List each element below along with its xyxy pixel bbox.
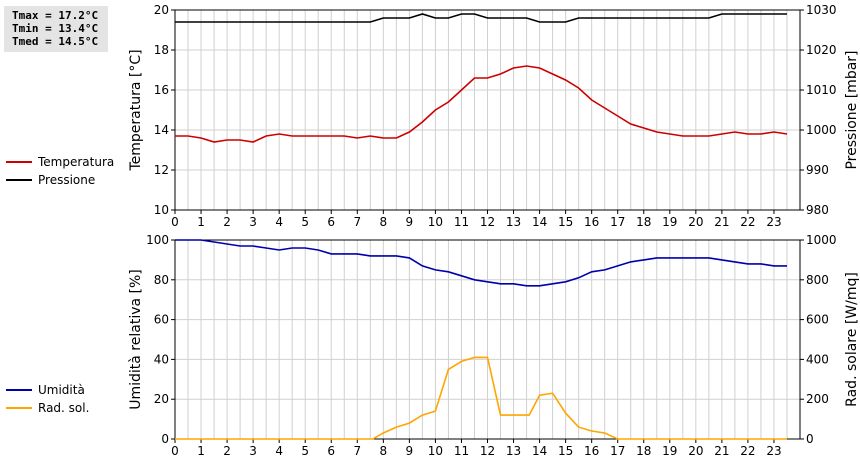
x-tick-label: 15 <box>558 444 573 458</box>
y2-tick-label: 1010 <box>806 83 837 97</box>
x-tick-label: 14 <box>532 444 547 458</box>
x-tick-label: 11 <box>454 215 469 229</box>
y-tick-label: 14 <box>154 123 169 137</box>
legend-item-temperatura: Temperatura <box>6 153 114 171</box>
x-tick-label: 13 <box>506 444 521 458</box>
x-tick-label: 17 <box>610 444 625 458</box>
x-tick-label: 13 <box>506 215 521 229</box>
x-tick-label: 21 <box>714 444 729 458</box>
y-tick-label: 20 <box>154 392 169 406</box>
x-tick-label: 11 <box>454 444 469 458</box>
legend-top: Temperatura Pressione <box>6 153 114 189</box>
series-line-temperatura <box>175 65 788 143</box>
y-tick-label: 20 <box>154 3 169 17</box>
x-tick-label: 9 <box>406 215 414 229</box>
x-tick-label: 23 <box>766 215 781 229</box>
x-tick-label: 15 <box>558 215 573 229</box>
x-tick-label: 10 <box>428 215 443 229</box>
y2-tick-label: 400 <box>806 352 829 366</box>
stat-tmax: Tmax = 17.2°C <box>12 9 99 22</box>
legend-swatch-umidita <box>6 389 32 391</box>
y-tick-label: 40 <box>154 352 169 366</box>
y-tick-label: 80 <box>154 273 169 287</box>
y2-tick-label: 200 <box>806 392 829 406</box>
x-tick-label: 21 <box>714 215 729 229</box>
y2-tick-label: 980 <box>806 203 829 217</box>
y-tick-label: 12 <box>154 163 169 177</box>
y2-tick-label: 800 <box>806 273 829 287</box>
x-tick-label: 7 <box>353 444 361 458</box>
y-tick-label: 18 <box>154 43 169 57</box>
x-tick-label: 3 <box>249 444 257 458</box>
x-tick-label: 1 <box>197 444 205 458</box>
legend-swatch-pressione <box>6 179 32 181</box>
x-tick-label: 7 <box>353 215 361 229</box>
x-tick-label: 19 <box>662 215 677 229</box>
stat-tmin: Tmin = 13.4°C <box>12 22 99 35</box>
legend-bottom: Umidità Rad. sol. <box>6 381 89 417</box>
x-tick-label: 18 <box>636 215 651 229</box>
series-line-umidit <box>175 239 787 287</box>
x-tick-label: 5 <box>301 215 309 229</box>
x-tick-label: 0 <box>171 215 179 229</box>
x-tick-label: 10 <box>428 444 443 458</box>
x-tick-label: 12 <box>480 444 495 458</box>
x-tick-label: 23 <box>766 444 781 458</box>
x-tick-label: 16 <box>584 215 599 229</box>
x-tick-label: 2 <box>223 444 231 458</box>
y2-tick-label: 1030 <box>806 3 837 17</box>
x-tick-label: 14 <box>532 215 547 229</box>
x-tick-label: 0 <box>171 444 179 458</box>
x-tick-label: 22 <box>740 215 755 229</box>
x-tick-label: 8 <box>380 215 388 229</box>
x-tick-label: 4 <box>275 444 283 458</box>
legend-label-temperatura: Temperatura <box>38 155 115 169</box>
x-tick-label: 6 <box>327 215 335 229</box>
legend-swatch-radsol <box>6 407 32 409</box>
x-tick-label: 8 <box>380 444 388 458</box>
x-tick-label: 18 <box>636 444 651 458</box>
legend-item-pressione: Pressione <box>6 171 114 189</box>
x-tick-label: 20 <box>688 444 703 458</box>
y-tick-label: 60 <box>154 313 169 327</box>
legend-swatch-temperatura <box>6 161 32 163</box>
legend-label-pressione: Pressione <box>38 173 96 187</box>
x-tick-label: 1 <box>197 215 205 229</box>
y-axis-label: Umidità relativa [%] <box>128 269 144 410</box>
y-tick-label: 10 <box>154 203 169 217</box>
y2-tick-label: 0 <box>806 432 814 446</box>
series-line-rad-sol <box>175 356 787 440</box>
y-axis-label: Temperatura [°C] <box>128 49 144 171</box>
legend-item-radsol: Rad. sol. <box>6 399 89 417</box>
legend-item-umidita: Umidità <box>6 381 89 399</box>
y2-tick-label: 990 <box>806 163 829 177</box>
y2-tick-label: 1000 <box>806 123 837 137</box>
y2-tick-label: 1000 <box>806 233 837 247</box>
y-tick-label: 100 <box>146 233 169 247</box>
x-tick-label: 3 <box>249 215 257 229</box>
legend-label-umidita: Umidità <box>38 383 85 397</box>
y2-axis-label: Rad. solare [W/mq] <box>844 272 860 407</box>
y2-tick-label: 600 <box>806 313 829 327</box>
x-tick-label: 9 <box>406 444 414 458</box>
series-line-pressione <box>175 13 787 23</box>
x-tick-label: 6 <box>327 444 335 458</box>
y2-tick-label: 1020 <box>806 43 837 57</box>
y2-axis-label: Pressione [mbar] <box>844 50 860 169</box>
x-tick-label: 5 <box>301 444 309 458</box>
x-tick-label: 4 <box>275 215 283 229</box>
x-tick-label: 22 <box>740 444 755 458</box>
y-tick-label: 16 <box>154 83 169 97</box>
y-tick-label: 0 <box>161 432 169 446</box>
x-tick-label: 19 <box>662 444 677 458</box>
x-tick-label: 16 <box>584 444 599 458</box>
x-tick-label: 17 <box>610 215 625 229</box>
stat-tmed: Tmed = 14.5°C <box>12 35 99 48</box>
x-tick-label: 20 <box>688 215 703 229</box>
x-tick-label: 2 <box>223 215 231 229</box>
x-tick-label: 12 <box>480 215 495 229</box>
legend-label-radsol: Rad. sol. <box>38 401 90 415</box>
stats-box: Tmax = 17.2°C Tmin = 13.4°C Tmed = 14.5°… <box>4 6 108 52</box>
